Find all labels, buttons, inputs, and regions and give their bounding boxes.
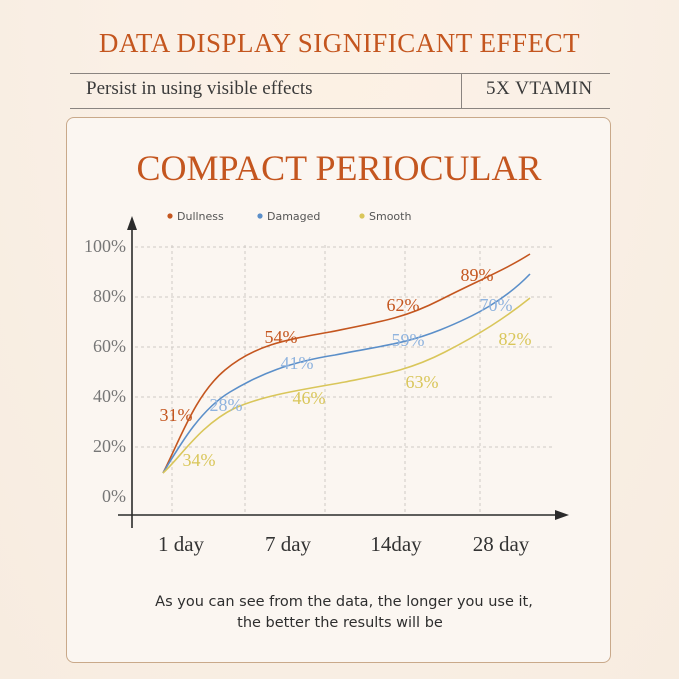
data-label: 70% [480,295,513,315]
header-divider-vertical [461,73,462,108]
page-title: DATA DISPLAY SIGNIFICANT EFFECT [98,28,581,58]
legend-label: Smooth [369,210,411,223]
chart-card [66,117,611,663]
grid [135,245,553,515]
series-line-damaged [162,273,531,474]
legend-label: Dullness [177,210,224,223]
x-tick-label: 1 day [158,532,205,556]
data-label: 28% [210,395,243,415]
header-divider-bottom [70,108,610,109]
data-label: 59% [392,330,425,350]
series-line-smooth [162,297,531,474]
axes [118,216,569,528]
data-label: 31% [160,405,193,425]
data-label: 89% [461,265,494,285]
y-tick-label: 80% [93,286,126,306]
legend: Dullness Damaged Smooth [167,210,411,223]
y-tick-label: 60% [93,336,126,356]
x-tick-label: 28 day [473,532,530,556]
data-label: 82% [499,329,532,349]
y-tick-label: 40% [93,386,126,406]
data-label: 62% [387,295,420,315]
series-line-dullness [162,253,531,474]
chart-title: COMPACT PERIOCULAR [136,148,541,188]
data-label: 41% [281,353,314,373]
y-tick-label: 20% [93,436,126,456]
tag-label: 5X VTAMIN [486,78,593,99]
footer-line-1: As you can see from the data, the longer… [155,594,533,610]
data-labels: 31% 54% 62% 89% 28% 41% 59% 70% 34% 46% 63% 82% [160,265,532,470]
subtitle: Persist in using visible effects [86,78,313,99]
data-label: 34% [183,450,216,470]
data-label: 54% [265,327,298,347]
footer-line-2: the better the results will be [237,615,443,631]
legend-marker [257,213,263,219]
x-tick-label: 14day [370,532,422,556]
x-tick-labels: 1 day 7 day 14day 28 day [158,532,530,556]
legend-label: Damaged [267,210,320,223]
x-axis-arrow [555,510,569,520]
y-tick-label: 100% [84,236,126,256]
legend-marker [359,213,365,219]
x-tick-label: 7 day [265,532,312,556]
legend-marker [167,213,173,219]
y-axis-arrow [127,216,137,230]
series-lines [162,253,531,474]
header-divider-top [70,73,610,74]
data-label: 63% [406,372,439,392]
y-tick-labels: 100% 80% 60% 40% 20% 0% [84,236,126,506]
y-tick-label: 0% [102,486,126,506]
data-label: 46% [293,388,326,408]
